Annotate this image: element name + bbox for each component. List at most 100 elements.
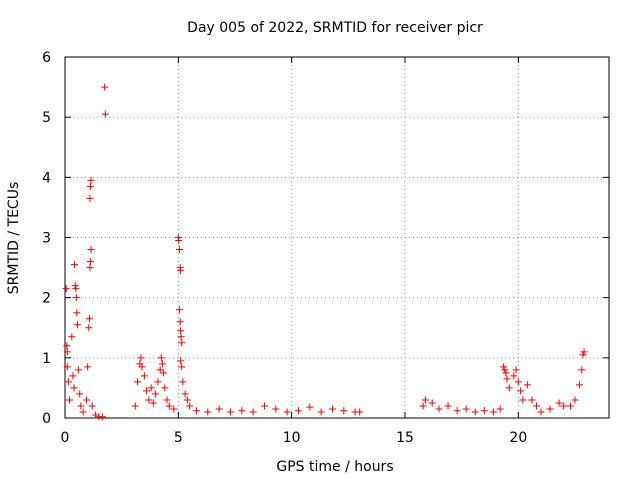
data-point xyxy=(560,402,568,410)
data-point xyxy=(86,258,94,266)
data-point xyxy=(532,402,540,410)
data-point xyxy=(428,399,436,407)
data-point xyxy=(317,408,325,416)
data-point xyxy=(143,387,151,395)
data-point xyxy=(87,246,95,254)
data-point xyxy=(86,182,94,190)
data-point xyxy=(505,384,513,392)
data-point xyxy=(501,366,509,374)
data-point xyxy=(163,396,171,404)
data-point xyxy=(131,402,139,410)
data-point xyxy=(70,384,78,392)
data-point xyxy=(179,378,187,386)
data-point xyxy=(69,372,77,380)
y-tick-label: 3 xyxy=(42,231,51,247)
data-point xyxy=(72,294,80,302)
data-point xyxy=(62,285,70,293)
data-point xyxy=(134,378,142,386)
data-point xyxy=(101,83,109,91)
data-point xyxy=(175,237,183,245)
data-point xyxy=(294,407,302,415)
data-point xyxy=(444,402,452,410)
data-point xyxy=(580,348,588,356)
data-point xyxy=(145,396,153,404)
data-point xyxy=(272,405,280,413)
data-point xyxy=(64,378,72,386)
data-point xyxy=(161,384,169,392)
y-tick-label: 4 xyxy=(42,170,51,186)
data-point xyxy=(546,405,554,413)
data-point xyxy=(512,366,520,374)
data-point xyxy=(63,342,71,350)
data-point xyxy=(356,408,364,416)
x-tick-label: 5 xyxy=(174,430,183,446)
chart-title: Day 005 of 2022, SRMTID for receiver pic… xyxy=(187,20,483,36)
data-point xyxy=(157,354,165,362)
data-point xyxy=(87,176,95,184)
data-point xyxy=(178,339,186,347)
data-point xyxy=(260,402,268,410)
data-point xyxy=(462,405,470,413)
data-point xyxy=(500,363,508,371)
data-point xyxy=(186,402,194,410)
data-point xyxy=(66,396,74,404)
data-point xyxy=(63,348,71,356)
data-point xyxy=(328,405,336,413)
data-point xyxy=(510,372,518,380)
data-point xyxy=(137,354,145,362)
data-point xyxy=(63,363,71,371)
data-point xyxy=(204,408,212,416)
x-tick-label: 15 xyxy=(396,430,414,446)
data-point xyxy=(566,402,574,410)
data-point xyxy=(88,402,96,410)
data-point xyxy=(85,324,93,332)
data-point xyxy=(537,408,545,416)
data-point xyxy=(517,387,525,395)
data-point xyxy=(86,194,94,202)
data-point xyxy=(85,315,93,323)
data-point xyxy=(340,407,348,415)
data-point xyxy=(76,390,84,398)
data-point xyxy=(306,403,314,411)
x-tick-label: 10 xyxy=(283,430,301,446)
data-point xyxy=(435,405,443,413)
data-point xyxy=(571,396,579,404)
data-point xyxy=(75,366,83,374)
y-tick-label: 2 xyxy=(42,291,51,307)
data-point xyxy=(158,360,166,368)
data-point xyxy=(578,366,586,374)
data-point xyxy=(177,267,185,275)
data-point xyxy=(156,366,164,374)
data-point xyxy=(79,408,87,416)
y-tick-label: 6 xyxy=(42,50,51,66)
data-point xyxy=(519,396,527,404)
data-point xyxy=(84,363,92,371)
data-point xyxy=(170,405,178,413)
data-point xyxy=(181,390,189,398)
data-point xyxy=(138,363,146,371)
data-point xyxy=(98,413,106,421)
data-point xyxy=(502,369,510,377)
data-point xyxy=(226,408,234,416)
data-point xyxy=(177,327,185,335)
data-point xyxy=(576,381,584,389)
data-point xyxy=(71,261,79,269)
y-tick-label: 5 xyxy=(42,110,51,126)
data-point xyxy=(92,411,100,419)
data-point xyxy=(140,372,148,380)
data-points xyxy=(62,83,588,421)
data-point xyxy=(71,282,79,290)
data-point xyxy=(177,333,185,341)
data-point xyxy=(496,405,504,413)
data-point xyxy=(514,378,522,386)
data-point xyxy=(523,381,531,389)
y-axis-label: SRMTID / TECUs xyxy=(6,182,22,295)
data-point xyxy=(77,402,85,410)
data-point xyxy=(503,375,511,383)
grid-lines xyxy=(65,57,609,418)
data-point xyxy=(453,407,461,415)
data-point xyxy=(555,399,563,407)
data-point xyxy=(183,396,191,404)
x-tick-label: 0 xyxy=(61,430,70,446)
